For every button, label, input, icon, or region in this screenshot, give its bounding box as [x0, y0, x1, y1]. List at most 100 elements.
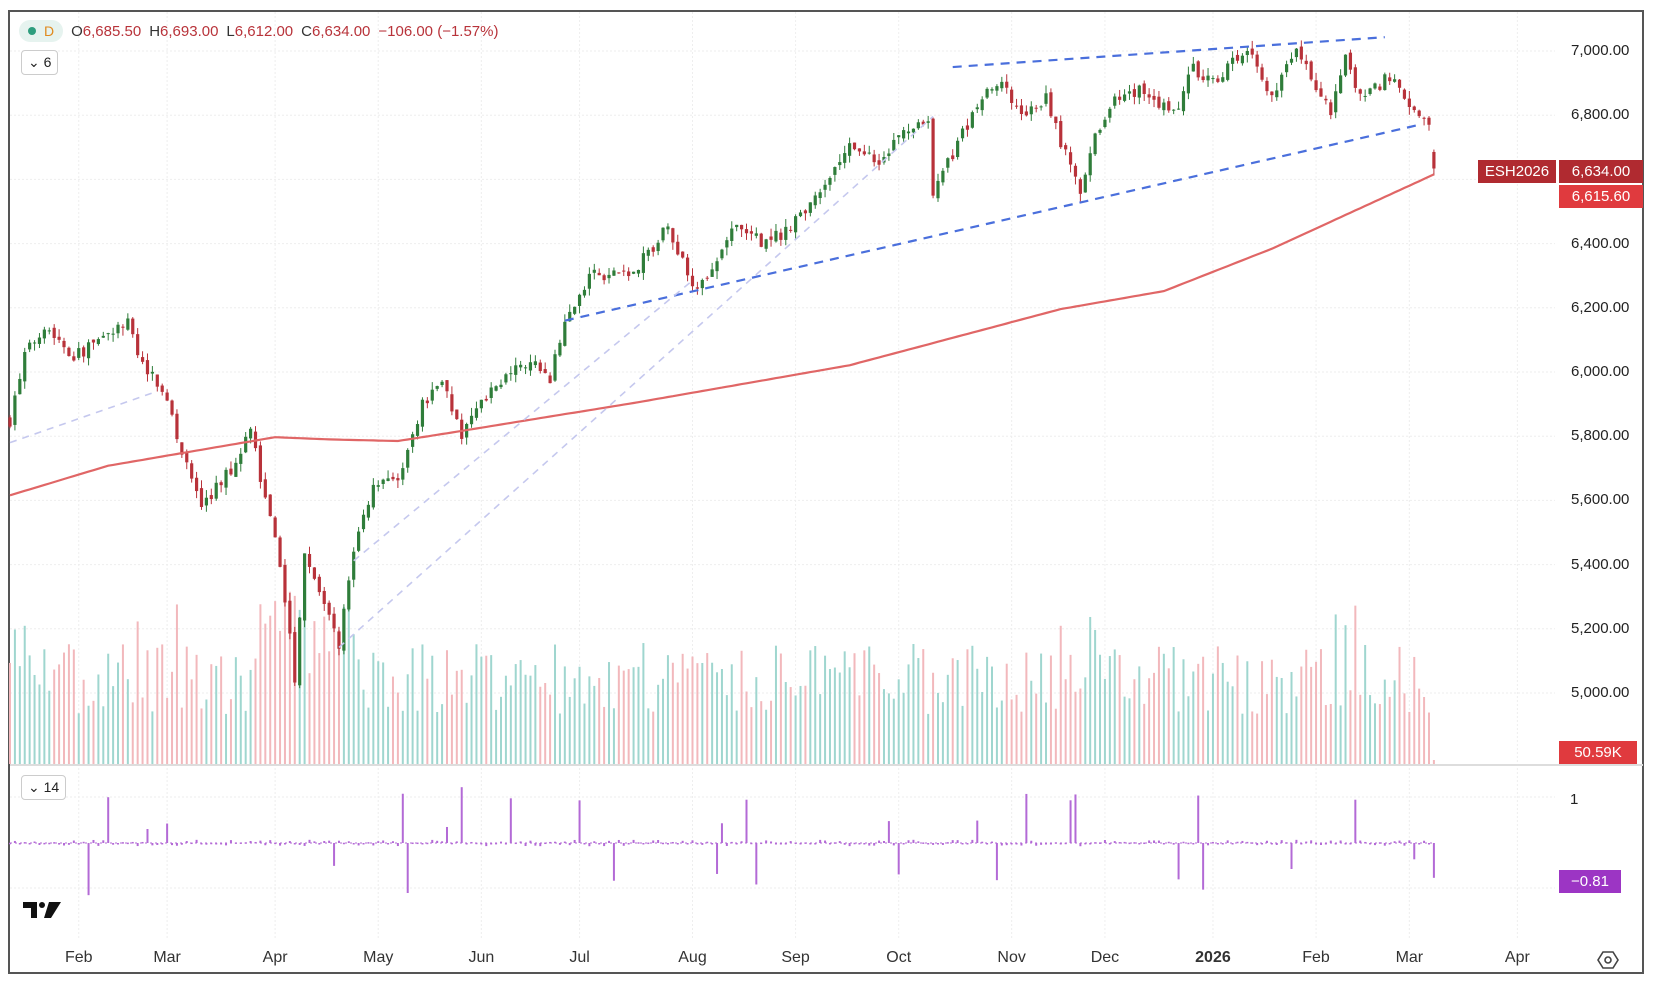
indicator-bar	[706, 841, 709, 844]
indicator-bar	[239, 842, 242, 844]
candle-up	[867, 152, 871, 154]
candle-up	[774, 230, 778, 242]
volume-bar	[102, 706, 105, 764]
indicator-bar	[269, 840, 272, 843]
main-pane-collapse-button[interactable]: ⌄ 6	[21, 50, 59, 75]
indicator-bar	[1197, 795, 1200, 843]
volume-bar	[1324, 705, 1327, 764]
indicator-bar	[293, 843, 296, 845]
indicator-bar	[524, 843, 527, 847]
indicator-bar	[1329, 840, 1332, 843]
indicator-bar	[1256, 843, 1259, 846]
price-tick-label: 5,200.00	[1571, 619, 1630, 637]
candle-up	[1108, 108, 1112, 118]
volume-bar	[1123, 696, 1126, 764]
indicator-bar	[1187, 842, 1190, 845]
indicator-bar	[1334, 843, 1337, 845]
volume-bar	[1138, 666, 1141, 764]
indicator-bar	[936, 843, 939, 845]
indicator-bar	[858, 843, 861, 845]
indicator-bar	[966, 843, 969, 845]
volume-bar	[976, 668, 979, 764]
settings-icon[interactable]	[1597, 949, 1619, 971]
candle-down	[67, 347, 71, 357]
candle-down	[121, 326, 125, 328]
indicator-bar	[210, 842, 213, 845]
candle-down	[52, 327, 56, 338]
price-tick-label: 5,400.00	[1571, 555, 1630, 573]
indicator-bar	[666, 843, 669, 845]
volume-bar	[617, 665, 620, 764]
volume-bar	[1373, 703, 1376, 764]
volume-bar	[774, 645, 777, 764]
indicator-bar	[755, 843, 758, 885]
indicator-bar	[922, 842, 925, 844]
volume-bar	[411, 648, 414, 764]
candle-up	[519, 364, 523, 368]
volume-bar	[1378, 704, 1381, 764]
volume-bar	[995, 707, 998, 764]
candle-up	[523, 367, 528, 369]
candle-down	[872, 154, 876, 163]
indicator-pane-collapse-button[interactable]: ⌄ 14	[21, 775, 67, 800]
volume-bar	[259, 604, 262, 764]
volume-bar	[951, 658, 954, 764]
candle-up	[720, 249, 724, 259]
candle-up	[509, 373, 513, 375]
volume-bar	[436, 712, 439, 764]
volume-bar	[53, 669, 56, 764]
indicator-bar	[892, 843, 895, 846]
indicator-bar	[107, 797, 110, 843]
indicator-bar	[686, 843, 689, 845]
indicator-bar	[873, 843, 876, 846]
indicator-bar	[308, 839, 311, 843]
volume-bar	[431, 655, 434, 764]
indicator-value-tag: −0.81	[1559, 870, 1621, 893]
candle-up	[13, 395, 17, 425]
volume-bar	[215, 665, 218, 764]
volume-bar	[269, 615, 272, 764]
volume-bar	[554, 644, 557, 764]
volume-bar	[603, 706, 606, 764]
volume-bar	[352, 634, 355, 764]
candle-down	[617, 272, 621, 274]
volume-bar	[460, 669, 463, 764]
indicator-bar	[1069, 800, 1072, 843]
volume-bar	[1413, 656, 1416, 764]
volume-bar	[1270, 659, 1273, 764]
candle-up	[656, 242, 660, 252]
volume-bar	[1025, 652, 1028, 764]
indicator-bar	[529, 840, 532, 843]
indicator-bar	[1059, 843, 1062, 845]
indicator-bar	[1010, 843, 1013, 845]
candle-down	[1196, 61, 1200, 78]
indicator-bar	[1265, 840, 1268, 843]
indicator-bar	[82, 841, 85, 844]
symbol-status-pill[interactable]: D	[19, 20, 64, 42]
tradingview-logo-icon[interactable]	[23, 900, 63, 920]
indicator-bar	[760, 842, 763, 845]
candle-up	[587, 273, 591, 289]
volume-bar	[480, 656, 483, 764]
indicator-bar	[662, 842, 665, 845]
candle-down	[283, 564, 287, 603]
volume-bar	[1256, 713, 1259, 764]
candle-up	[126, 318, 130, 330]
volume-bar	[229, 699, 232, 764]
volume-bar	[347, 584, 350, 764]
candle-up	[381, 479, 385, 484]
volume-bar	[244, 710, 247, 764]
candle-up	[494, 386, 498, 391]
indicator-bar	[1383, 843, 1386, 846]
candle-up	[479, 399, 483, 409]
indicator-bar	[1025, 793, 1028, 843]
candle-up	[975, 107, 979, 110]
indicator-bar	[671, 841, 674, 844]
indicator-bar	[750, 842, 753, 845]
volume-bar	[342, 606, 345, 764]
candle-up	[1083, 174, 1087, 193]
indicator-bar	[92, 839, 95, 843]
candle-up	[784, 226, 788, 240]
indicator-bar	[1207, 843, 1210, 846]
